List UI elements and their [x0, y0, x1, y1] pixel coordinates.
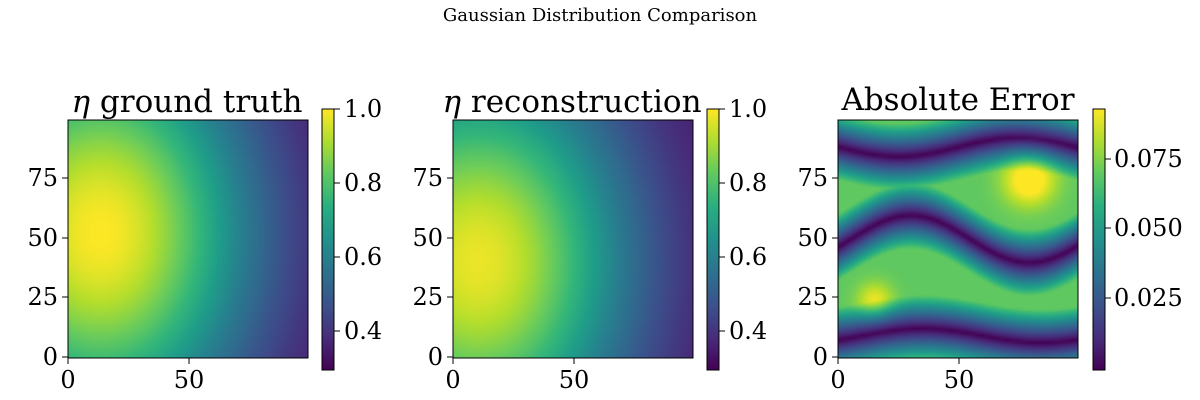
figure-suptitle: Gaussian Distribution Comparison — [442, 5, 758, 26]
colorbar-tick-label: 0.8 — [729, 169, 767, 197]
colorbar-tick-label: 1.0 — [344, 95, 382, 123]
y-tick-label: 50 — [797, 224, 828, 252]
axes-frame — [837, 119, 1079, 359]
y-tick-label: 75 — [797, 164, 828, 192]
panel-title: Absolute Error — [840, 82, 1074, 118]
colorbar-tick-label: 0.025 — [1114, 284, 1183, 312]
x-tick-label: 0 — [830, 366, 845, 394]
colorbar-tick-label: 0.4 — [344, 317, 382, 345]
colorbar — [706, 108, 720, 371]
y-tick-label: 0 — [813, 343, 828, 371]
y-tick-label: 25 — [797, 283, 828, 311]
y-tick-label: 50 — [412, 224, 443, 252]
colorbar-tick-label: 0.4 — [729, 317, 767, 345]
colorbar-tick-label: 0.6 — [344, 243, 382, 271]
axes-frame — [67, 119, 309, 359]
colorbar — [1092, 108, 1106, 371]
y-tick-label: 25 — [27, 283, 58, 311]
y-tick-label: 75 — [412, 164, 443, 192]
panel-ground-truth: η ground truth 0 50 0 25 50 75 0.4 0.6 0… — [27, 84, 382, 394]
colorbar-tick-label: 0.050 — [1114, 214, 1183, 242]
colorbar-tick-label: 1.0 — [729, 95, 767, 123]
panel-reconstruction: η reconstruction 0 50 0 25 50 75 0.4 0.6… — [412, 84, 767, 394]
panel-title: η reconstruction — [442, 84, 701, 120]
y-tick-label: 50 — [27, 224, 58, 252]
heatmap-image — [68, 120, 308, 358]
x-tick-label: 0 — [445, 366, 460, 394]
x-tick-label: 0 — [60, 366, 75, 394]
colorbar-tick-label: 0.6 — [729, 243, 767, 271]
y-tick-label: 0 — [428, 343, 443, 371]
heatmap-image — [838, 120, 1078, 358]
x-tick-label: 50 — [944, 366, 975, 394]
heatmap-image — [453, 120, 693, 358]
colorbar-tick-label: 0.8 — [344, 169, 382, 197]
y-tick-label: 25 — [412, 283, 443, 311]
x-tick-label: 50 — [559, 366, 590, 394]
y-tick-label: 75 — [27, 164, 58, 192]
axes-frame — [452, 119, 694, 359]
colorbar — [321, 108, 335, 371]
y-tick-label: 0 — [43, 343, 58, 371]
x-tick-label: 50 — [174, 366, 205, 394]
colorbar-tick-label: 0.075 — [1114, 145, 1183, 173]
panel-title: η ground truth — [71, 84, 302, 120]
panel-absolute-error: Absolute Error 0 50 0 25 50 75 0.025 0.0… — [797, 82, 1182, 394]
